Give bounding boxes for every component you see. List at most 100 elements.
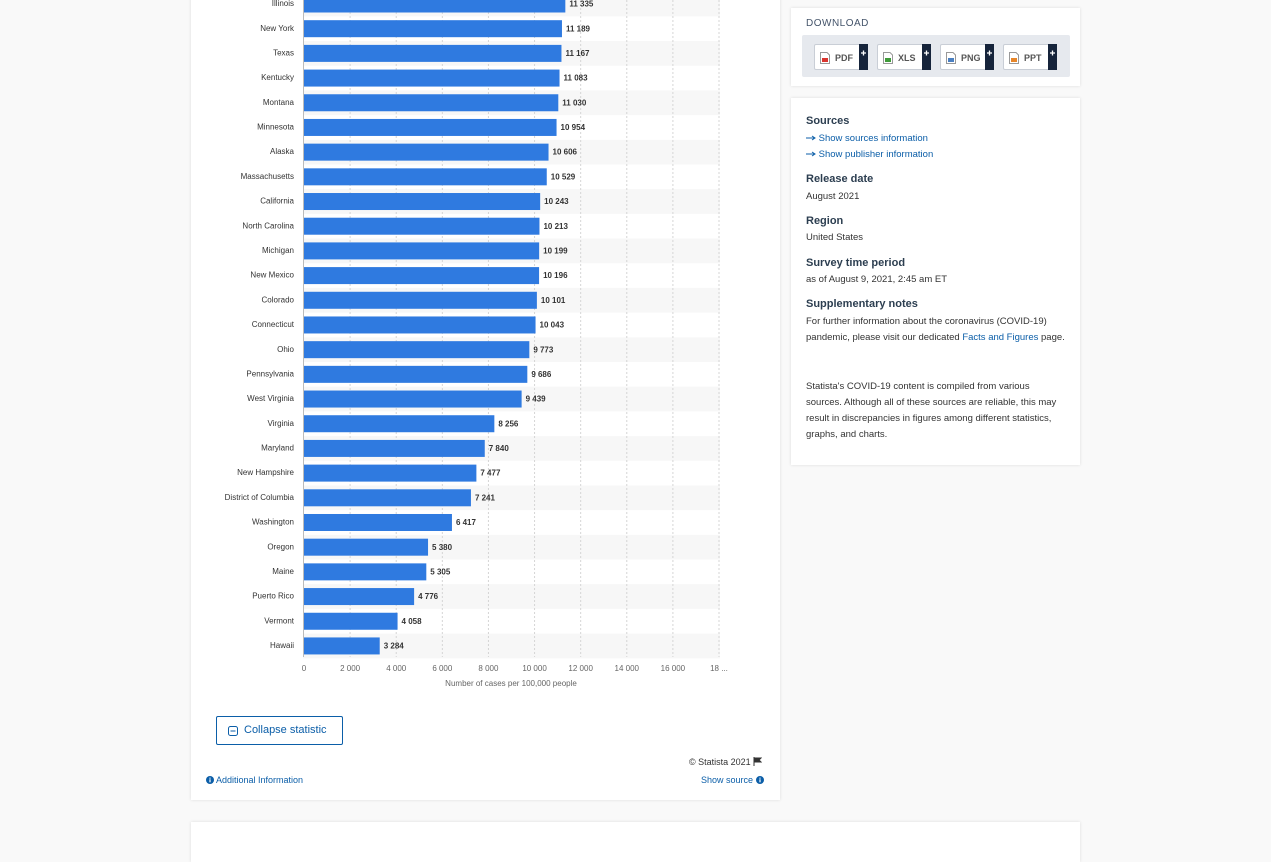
bar [304,538,429,556]
value-label: 10 199 [543,247,568,256]
value-label: 10 243 [544,197,569,206]
download-label: XLS [898,53,916,63]
chart: Number of cases per 100,000 people 0 2 00… [225,0,728,688]
sources-link[interactable]: Show sources information [806,131,1066,147]
bar [304,20,562,38]
category-label: New York [260,24,295,33]
bar [304,291,537,309]
file-icon [883,52,893,64]
bar [304,0,566,13]
category-label: Connecticut [252,320,295,329]
category-label: Massachusetts [241,172,294,181]
link-text: Show sources information [818,133,928,144]
copyright: © Statista 2021 [689,757,763,767]
category-label: Oregon [267,542,294,551]
bar [304,316,536,334]
category-label: Vermont [264,616,295,625]
value-label: 11 083 [564,74,589,83]
category-label: Washington [252,518,294,527]
category-label: Michigan [262,246,294,255]
bar [304,94,559,112]
value-label: 10 529 [551,172,576,181]
info-icon [755,776,764,784]
facts-link[interactable]: Facts and Figures [962,332,1039,343]
plus-icon [859,44,868,70]
bar [304,341,530,359]
download-panel: DOWNLOAD PDF XLS PNG PPT [791,8,1080,86]
value-label: 7 840 [489,444,510,453]
region-value: United States [806,232,864,243]
collapse-text: Collapse statistic [244,724,327,736]
category-label: Puerto Rico [252,592,294,601]
category-label: West Virginia [247,394,294,403]
bar [304,69,560,87]
bar [304,193,541,211]
category-label: Hawaii [270,641,294,650]
release-label: Release date [806,173,874,185]
download-label: PNG [961,53,981,63]
notes-paragraph: Statista's COVID-19 content is compiled … [806,381,1057,440]
x-tick-label: 16 000 [661,664,686,673]
value-label: 9 686 [531,370,552,379]
value-label: 8 256 [498,419,519,428]
x-tick-label: 4 000 [386,664,407,673]
category-label: Pennsylvania [246,369,294,378]
value-label: 7 477 [480,469,501,478]
x-tick-label: 6 000 [432,664,453,673]
bar [304,489,471,507]
plus-icon [922,44,931,70]
category-label: Colorado [262,295,295,304]
value-label: 10 043 [540,321,565,330]
x-tick-label: 12 000 [568,664,593,673]
value-label: 10 213 [543,222,568,231]
value-label: 10 954 [561,123,586,132]
info-icon [206,776,214,784]
category-label: Kentucky [261,73,294,82]
bar [304,415,495,433]
survey-label: Survey time period [806,257,906,269]
download-label: PPT [1024,53,1042,63]
value-label: 7 241 [475,493,496,502]
value-label: 11 335 [569,0,594,9]
collapse-icon [228,726,238,736]
additional-info[interactable]: Additional Information [206,775,303,785]
download-button[interactable]: PDF [814,44,868,70]
category-label: Minnesota [257,123,294,132]
file-icon [820,52,830,64]
file-icon [946,52,956,64]
page: {"chart_data": {"type": "bar", "orientat… [206,0,1080,785]
download-button[interactable]: XLS [877,44,931,70]
bar [304,242,540,260]
bar [304,464,477,482]
bar [304,439,485,457]
download-label: PDF [835,53,853,63]
show-source[interactable]: Show source [701,775,764,785]
download-button[interactable]: PPT [1003,44,1057,70]
bar [304,267,540,285]
x-tick-label: 14 000 [615,664,640,673]
x-axis-label: Number of cases per 100,000 people [445,679,577,688]
value-label: 10 101 [541,296,566,305]
publisher-link[interactable]: Show publisher information [806,147,1066,163]
arrow-icon [806,151,816,157]
category-label: North Carolina [242,221,294,230]
download-button[interactable]: PNG [940,44,994,70]
show-source-text: Show source [701,775,754,785]
category-label: Maryland [261,444,294,453]
bar [304,365,528,383]
value-label: 4 776 [418,592,439,601]
value-label: 6 417 [456,518,477,527]
category-label: Alaska [270,147,295,156]
plus-icon [985,44,994,70]
details-panel: Sources Show sources information Show pu… [791,98,1080,465]
link-text: Show publisher information [818,149,934,160]
bar [304,563,427,581]
value-label: 11 167 [565,49,590,58]
category-label: Illinois [272,0,294,8]
value-label: 3 284 [384,642,405,651]
collapse-button[interactable]: Collapse statistic [216,716,343,745]
notes-text: For further information about the corona… [806,314,1066,346]
bar [304,143,549,161]
survey-value: as of August 9, 2021, 2:45 am ET [806,274,948,285]
value-label: 10 196 [543,271,568,280]
